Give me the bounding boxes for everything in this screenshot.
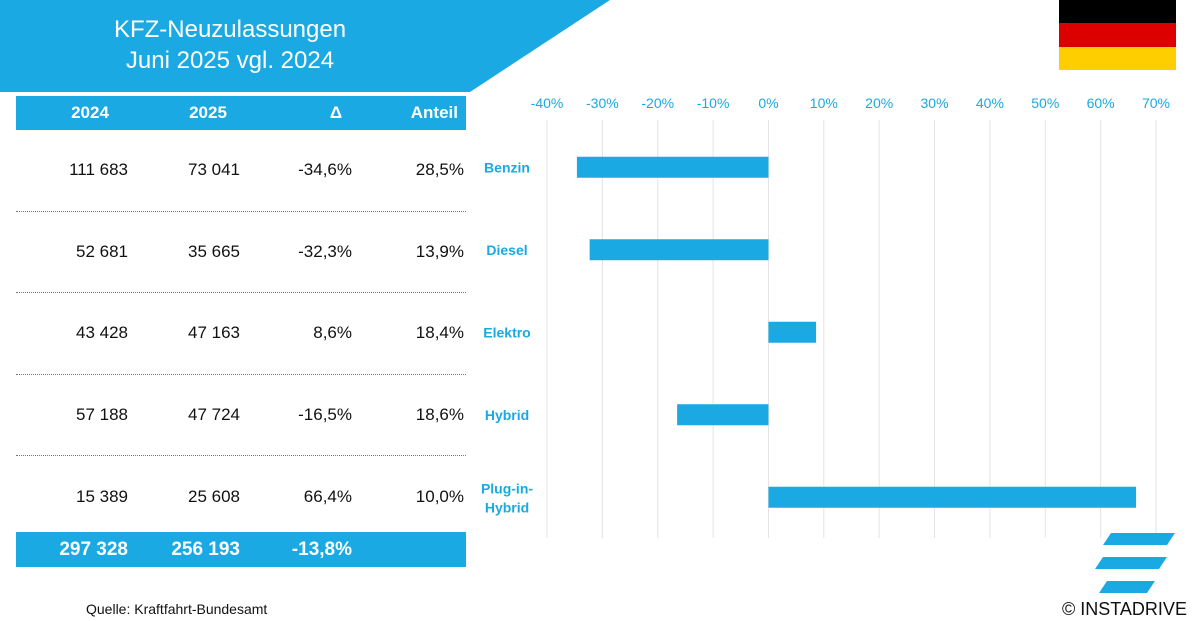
source-note: Quelle: Kraftfahrt-Bundesamt	[86, 601, 268, 617]
category-label-line: Hybrid	[485, 499, 529, 515]
table-cell: 18,4%	[415, 323, 464, 343]
table-cell: 10,0%	[415, 486, 464, 506]
total-delta: -13,8%	[291, 538, 352, 560]
category-label: Elektro	[483, 324, 530, 340]
table-cell: 47 724	[188, 405, 240, 425]
bar-elektro	[768, 321, 817, 343]
header-anteil: Anteil	[410, 103, 458, 122]
category-label-line: Benzin	[484, 159, 530, 175]
table-cell: 25 608	[188, 486, 240, 506]
title-line-2: Juni 2025 vgl. 2024	[125, 47, 335, 74]
bar-diesel	[589, 239, 769, 261]
table-cell: -34,6%	[298, 160, 352, 180]
x-tick-label: 0%	[758, 95, 778, 111]
category-label: Plug-in- Hybrid	[481, 480, 533, 515]
total-2025: 256 193	[171, 538, 240, 560]
category-label: Hybrid	[485, 407, 529, 423]
x-tick-label: 20%	[865, 95, 893, 111]
table-header: 2024 2025 Δ Anteil	[16, 96, 466, 130]
table-cell: 57 188	[76, 405, 128, 425]
total-2024: 297 328	[59, 538, 128, 560]
x-tick-label: -20%	[641, 95, 674, 111]
table-row: 15 389 25 608 66,4% 10,0%	[16, 456, 466, 537]
category-label: Diesel	[486, 242, 527, 258]
table-cell: 15 389	[76, 486, 128, 506]
x-tick-label: 60%	[1087, 95, 1115, 111]
table-cell: 18,6%	[415, 405, 464, 425]
total-row: 297 328 256 193 -13,8%	[16, 532, 466, 567]
germany-flag-icon	[1059, 0, 1176, 70]
table-row: 57 188 47 724 -16,5% 18,6%	[16, 375, 466, 457]
header-delta: Δ	[329, 103, 343, 122]
title-line-1: KFZ-Neuzulassungen	[113, 16, 347, 43]
category-label: Benzin	[484, 159, 530, 175]
x-tick-label: -10%	[697, 95, 730, 111]
header-2025: 2025	[189, 103, 227, 122]
x-tick-label: 40%	[976, 95, 1004, 111]
x-tick-label: 70%	[1142, 95, 1170, 111]
table-cell: 8,6%	[313, 323, 352, 343]
instadrive-logo-icon	[1095, 533, 1175, 593]
table-cell: 35 665	[188, 241, 240, 261]
category-label-line: Plug-in-	[481, 480, 533, 496]
bar-benzin	[576, 156, 769, 178]
table-cell: 43 428	[76, 323, 128, 343]
bar-plug-in-hybrid	[768, 486, 1137, 508]
table-cell: 111 683	[69, 160, 128, 180]
table-cell: 47 163	[188, 323, 240, 343]
table-cell: -32,3%	[298, 241, 352, 261]
table-row: 111 683 73 041 -34,6% 28,5%	[16, 130, 466, 212]
table-cell: 52 681	[76, 241, 128, 261]
table-row: 52 681 35 665 -32,3% 13,9%	[16, 212, 466, 294]
category-label-line: Hybrid	[485, 407, 529, 423]
bar-hybrid	[677, 404, 769, 426]
x-tick-label: 10%	[810, 95, 838, 111]
x-tick-label: -40%	[531, 95, 564, 111]
x-tick-label: -30%	[586, 95, 619, 111]
table-cell: 13,9%	[415, 241, 464, 261]
table-cell: -16,5%	[298, 405, 352, 425]
category-label-line: Diesel	[486, 242, 527, 258]
table-row: 43 428 47 163 8,6% 18,4%	[16, 293, 466, 375]
page-title: KFZ-Neuzulassungen Juni 2025 vgl. 2024	[0, 14, 460, 76]
x-tick-label: 50%	[1031, 95, 1059, 111]
bar-chart: -40% -30% -20% -10% 0% 10% 20% 30% 40% 50% 60% 70% B…	[481, 95, 1170, 538]
category-label-line: Elektro	[483, 324, 530, 340]
table-cell: 73 041	[188, 160, 240, 180]
table-cell: 66,4%	[303, 486, 352, 506]
data-table: 2024 2025 Δ Anteil 111 683 73 041 -34,6% 28…	[16, 96, 466, 537]
x-tick-label: 30%	[921, 95, 949, 111]
copyright-note: © INSTADRIVE	[1062, 599, 1187, 619]
header-2024: 2024	[71, 103, 109, 122]
table-cell: 28,5%	[415, 160, 464, 180]
